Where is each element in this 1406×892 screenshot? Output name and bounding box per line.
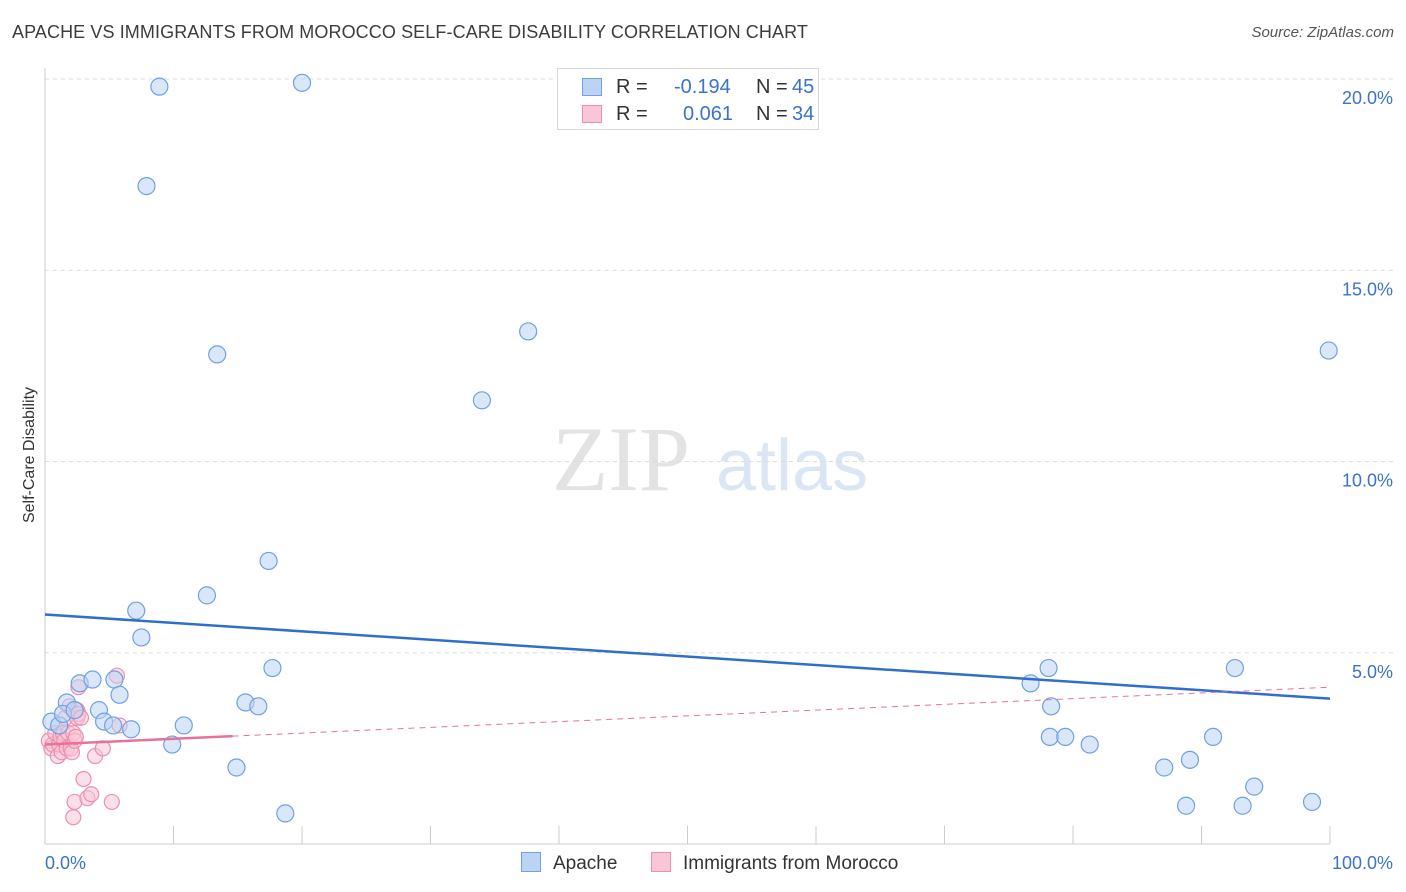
x-tick-labels: 0.0% 100.0% <box>45 853 1393 873</box>
apache-point <box>292 73 312 92</box>
morocco-point <box>103 793 120 811</box>
legend-n-label: N = <box>756 76 788 98</box>
y-tick-label: 5.0% <box>1352 662 1393 682</box>
legend-r-value: -0.194 <box>674 76 731 98</box>
x-tick-label: 100.0% <box>1332 853 1393 873</box>
apache-point <box>1302 792 1322 812</box>
legend-r-label: R = <box>616 103 648 125</box>
gridlines <box>45 78 1393 654</box>
apache-point <box>104 716 123 735</box>
apache-point <box>208 345 227 364</box>
apache-point <box>472 391 491 410</box>
source-label: Source: ZipAtlas.com <box>1251 24 1394 41</box>
watermark: ZIP atlas <box>552 408 868 510</box>
chart-title: APACHE VS IMMIGRANTS FROM MOROCCO SELF-C… <box>12 22 808 42</box>
legend-item-morocco: Immigrants from Morocco <box>651 852 898 875</box>
axes <box>44 68 1331 845</box>
apache-point <box>227 758 246 777</box>
apache-point <box>65 701 84 720</box>
legend-r-label: R = <box>616 76 648 98</box>
apache-point <box>83 670 102 689</box>
legend-item-apache: Apache <box>521 852 617 875</box>
apache-point <box>1180 750 1200 769</box>
apache-point <box>121 720 141 739</box>
morocco-point <box>83 786 100 803</box>
apache-point <box>519 322 538 341</box>
apache-point <box>263 658 282 678</box>
legend-n-value: 34 <box>792 103 815 125</box>
apache-point <box>249 697 268 716</box>
trend-lines <box>44 613 1331 746</box>
apache-point <box>1021 674 1040 693</box>
apache-point <box>1319 341 1338 360</box>
legend-n-label: N = <box>756 103 788 125</box>
watermark-zip: ZIP <box>552 408 690 510</box>
apache-point <box>1040 727 1059 747</box>
morocco-trend-line-extension <box>232 686 1331 737</box>
apache-point <box>110 685 129 704</box>
y-tick-label: 20.0% <box>1342 88 1393 108</box>
y-tick-labels: 5.0% 10.0% 15.0% 20.0% <box>1342 88 1393 682</box>
apache-point <box>1039 658 1058 678</box>
apache-point <box>1155 758 1174 777</box>
legend-swatch-apache <box>521 852 541 872</box>
legend-label-apache: Apache <box>553 853 618 874</box>
apache-point <box>276 804 295 823</box>
x-tick-label: 0.0% <box>45 853 86 873</box>
apache-point <box>1203 727 1223 747</box>
apache-point <box>105 670 124 689</box>
y-tick-label: 15.0% <box>1342 279 1393 299</box>
apache-point <box>197 586 217 605</box>
apache-point <box>1245 777 1264 796</box>
morocco-trend-line <box>44 734 233 746</box>
legend-swatch-morocco <box>651 852 671 872</box>
apache-point <box>259 551 278 571</box>
y-axis-label: Self-Care Disability <box>21 387 38 523</box>
correlation-legend: R = -0.194 N = 45 R = 0.061 N = 34 <box>557 68 819 130</box>
apache-point <box>1056 727 1075 747</box>
legend-swatch-apache <box>582 78 602 96</box>
watermark-atlas: atlas <box>716 426 868 506</box>
apache-point <box>132 628 151 647</box>
morocco-point <box>75 770 92 788</box>
apache-point <box>1233 796 1252 815</box>
apache-trend-line <box>44 613 1331 700</box>
morocco-point <box>65 809 82 826</box>
legend-swatch-morocco <box>582 105 602 123</box>
legend-r-value: 0.061 <box>683 103 734 125</box>
legend-label-morocco: Immigrants from Morocco <box>683 853 899 874</box>
apache-point <box>174 716 193 735</box>
apache-point <box>1176 796 1196 815</box>
legend-n-value: 45 <box>792 76 815 98</box>
apache-point <box>1080 735 1099 754</box>
apache-point <box>150 77 169 96</box>
apache-point <box>127 601 146 620</box>
apache-point <box>137 177 156 196</box>
series-apache-points <box>42 73 1338 823</box>
apache-point <box>1225 658 1245 678</box>
y-tick-label: 10.0% <box>1342 471 1393 491</box>
apache-point <box>1042 697 1061 716</box>
